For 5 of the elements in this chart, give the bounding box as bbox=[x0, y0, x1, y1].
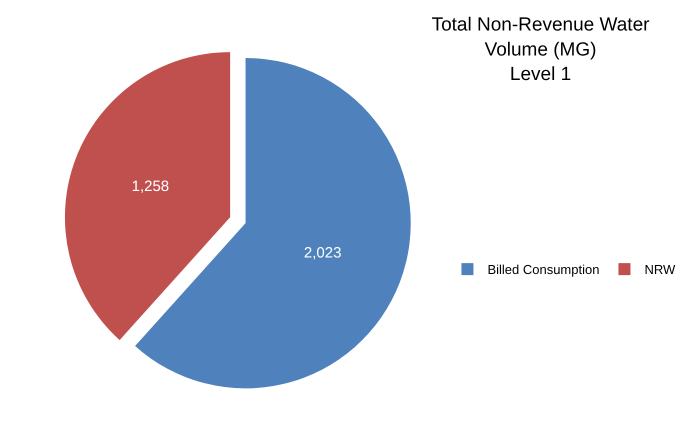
legend-label: Billed Consumption bbox=[487, 262, 600, 278]
legend-label: NRW bbox=[644, 262, 676, 278]
data-label: 1,258 bbox=[132, 178, 170, 196]
data-label: 2,023 bbox=[304, 244, 342, 262]
chart-title: Total Non-Revenue Water Volume (MG) Level 1 bbox=[432, 14, 650, 86]
